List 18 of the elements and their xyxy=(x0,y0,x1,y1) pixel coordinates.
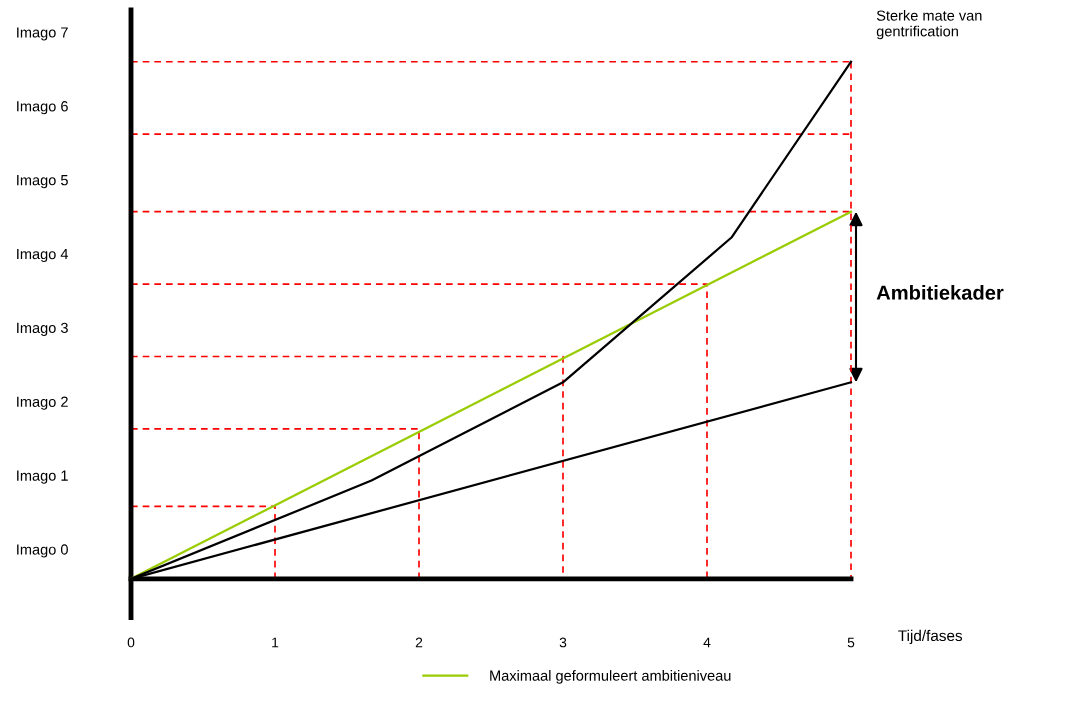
x-tick-label: 4 xyxy=(703,637,711,648)
legend-label: Maximaal geformuleert ambitieniveau xyxy=(490,670,731,684)
x-tick-label: 1 xyxy=(272,637,279,648)
text: Imago 5 xyxy=(17,175,68,189)
x-tick-label: 0 xyxy=(127,637,135,648)
x-tick-label: 5 xyxy=(847,637,855,648)
text: Imago 4 xyxy=(17,249,69,263)
text: Ambitiekader xyxy=(876,285,1004,300)
x-tick-label: 3 xyxy=(559,637,567,648)
text: Imago 2 xyxy=(17,396,68,410)
text: Imago 3 xyxy=(17,322,68,336)
x-axis-title: Tijd/fases xyxy=(898,629,963,645)
text: Imago 1 xyxy=(17,470,68,484)
text: Imago 0 xyxy=(17,544,68,558)
text: Imago 6 xyxy=(17,101,68,115)
text: Imago 7 xyxy=(17,27,68,41)
x-tick-label: 2 xyxy=(415,637,423,648)
text: Sterke mate van gentrification xyxy=(876,10,982,40)
